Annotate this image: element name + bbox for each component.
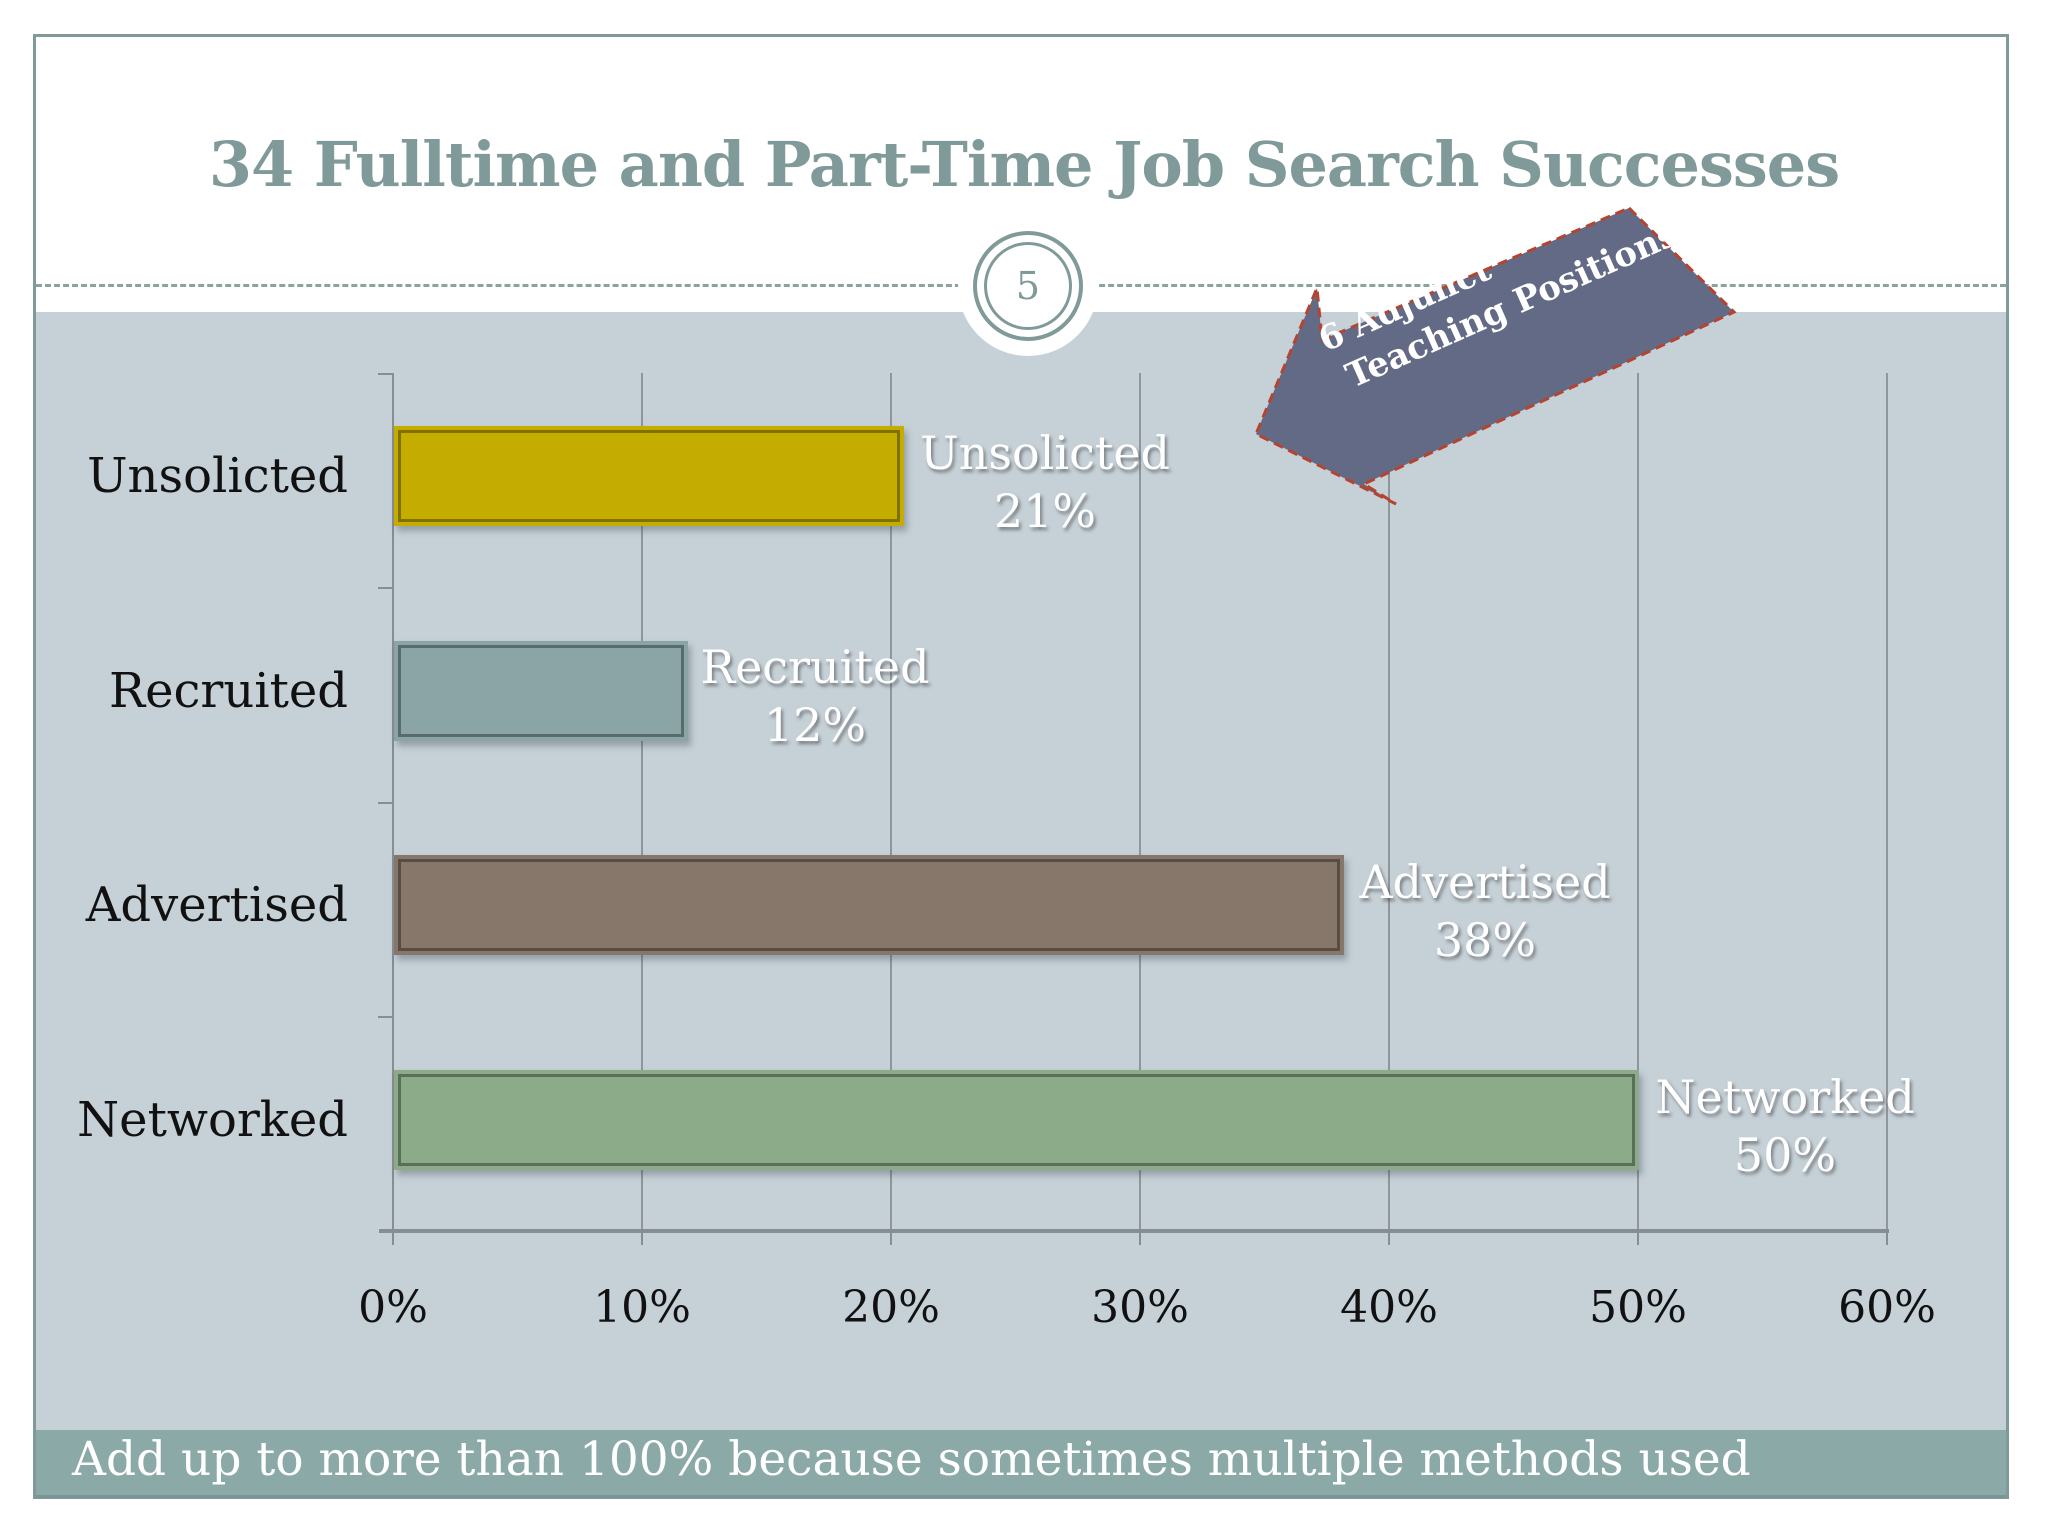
bar-unsolicited[interactable]: [394, 426, 904, 526]
gridline-20: [890, 373, 892, 1231]
plot-area: [393, 373, 1888, 1231]
category-label-advertised: Advertised: [85, 877, 348, 933]
y-tick: [378, 802, 394, 804]
data-label-networked: Networked 50%: [1645, 1068, 1925, 1184]
bar-recruited[interactable]: [394, 641, 688, 741]
data-label-name: Recruited: [700, 640, 930, 694]
y-tick: [378, 373, 394, 375]
x-tick: [1388, 1231, 1390, 1245]
gridline-30: [1139, 373, 1141, 1231]
gridline-50: [1637, 373, 1639, 1231]
data-label-unsolicited: Unsolicted 21%: [905, 424, 1185, 540]
x-tick-label: 0%: [358, 1282, 428, 1333]
x-tick: [1886, 1231, 1888, 1245]
x-tick: [890, 1231, 892, 1245]
y-tick: [378, 587, 394, 589]
gridline-60: [1886, 373, 1888, 1231]
x-tick-label: 30%: [1091, 1282, 1189, 1333]
data-label-value: 12%: [763, 698, 867, 752]
page-number: 5: [984, 242, 1072, 330]
data-label-recruited: Recruited 12%: [690, 638, 940, 754]
category-label-recruited: Recruited: [108, 663, 348, 719]
x-tick: [1637, 1231, 1639, 1245]
x-tick-label: 10%: [593, 1282, 691, 1333]
category-label-unsolicited: Unsolicted: [87, 448, 348, 504]
data-label-value: 21%: [993, 484, 1097, 538]
category-label-networked: Networked: [77, 1092, 348, 1148]
footer-note: Add up to more than 100% because sometim…: [72, 1432, 1751, 1487]
gridline-10: [641, 373, 643, 1231]
data-label-name: Unsolicted: [919, 426, 1171, 480]
bar-border: [398, 430, 900, 522]
data-label-name: Advertised: [1359, 855, 1611, 909]
bar-advertised[interactable]: [394, 855, 1344, 955]
bar-networked[interactable]: [394, 1070, 1639, 1170]
data-label-name: Networked: [1655, 1070, 1915, 1124]
slide-title: 34 Fulltime and Part-Time Job Search Suc…: [208, 128, 1840, 201]
bar-border: [398, 1074, 1635, 1166]
data-label-value: 38%: [1433, 913, 1537, 967]
x-axis: [379, 1229, 1889, 1233]
x-tick-label: 60%: [1838, 1282, 1936, 1333]
x-tick-label: 50%: [1589, 1282, 1687, 1333]
y-axis: [392, 373, 394, 1245]
bar-border: [398, 645, 684, 737]
y-tick: [378, 1016, 394, 1018]
x-tick: [1139, 1231, 1141, 1245]
x-tick-label: 20%: [842, 1282, 940, 1333]
data-label-value: 50%: [1733, 1128, 1837, 1182]
gridline-40: [1388, 373, 1390, 1231]
data-label-advertised: Advertised 38%: [1355, 853, 1615, 969]
x-tick-label: 40%: [1340, 1282, 1438, 1333]
bar-border: [398, 859, 1340, 951]
x-tick: [641, 1231, 643, 1245]
x-tick: [392, 1231, 394, 1245]
footer-band: Add up to more than 100% because sometim…: [36, 1430, 2006, 1498]
